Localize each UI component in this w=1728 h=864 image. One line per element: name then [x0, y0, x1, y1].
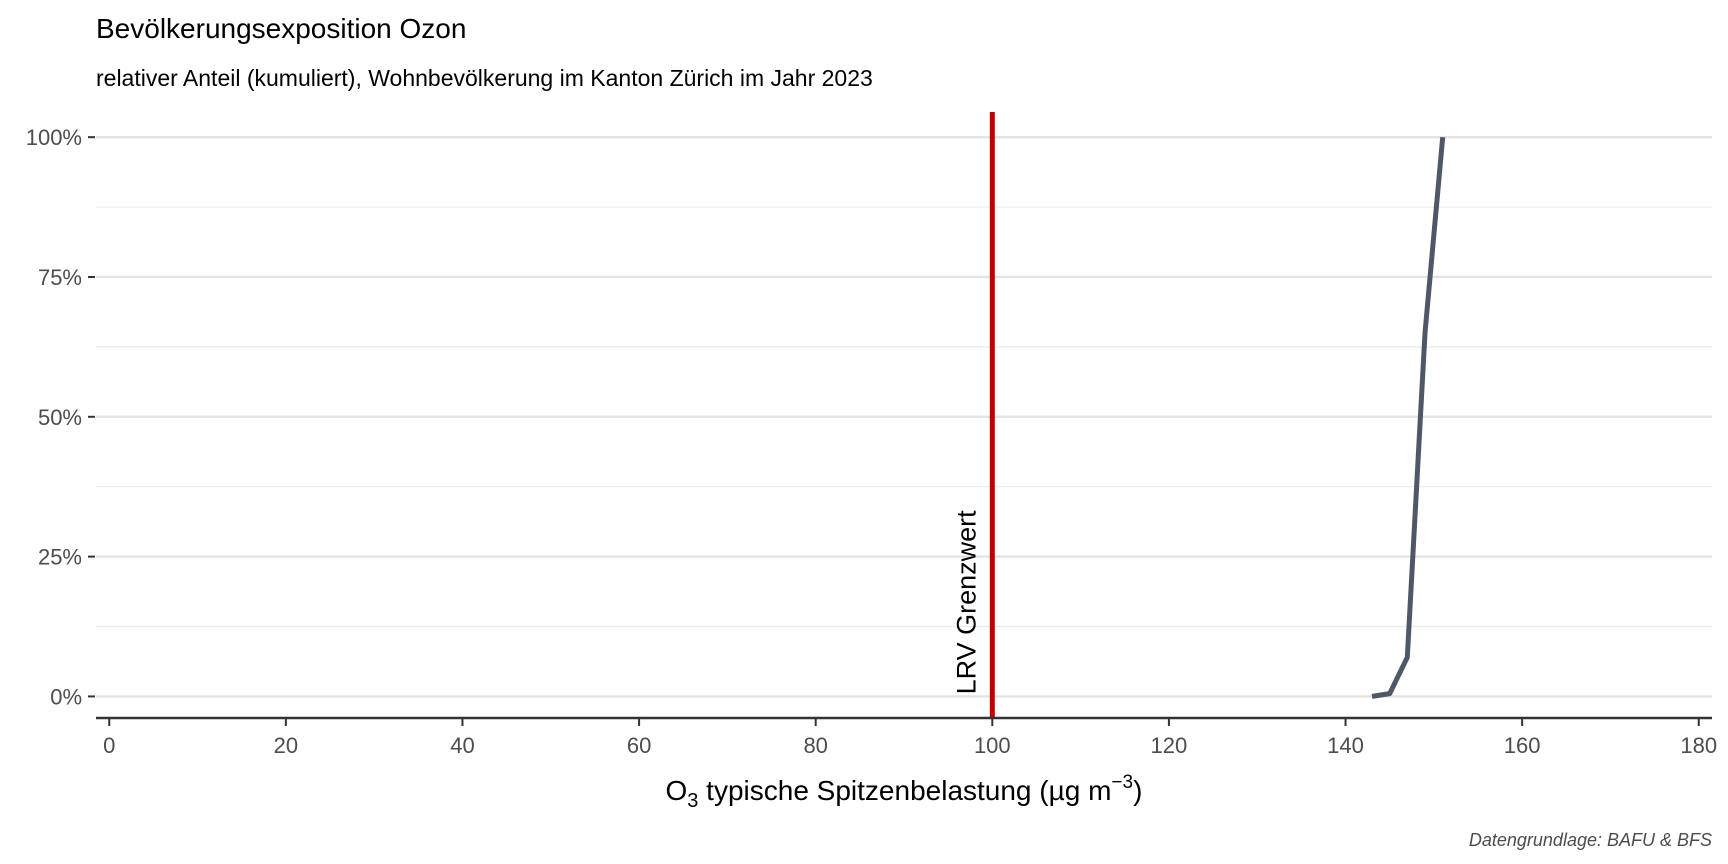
x-tick-label: 0	[103, 733, 115, 758]
chart-title: Bevölkerungsexposition Ozon	[96, 13, 466, 44]
x-tick-label: 40	[450, 733, 474, 758]
x-tick-label: 120	[1151, 733, 1188, 758]
x-axis-title: O3 typische Spitzenbelastung (µg m−3)	[666, 772, 1143, 812]
x-tick-label: 20	[274, 733, 298, 758]
chart-subtitle: relativer Anteil (kumuliert), Wohnbevölk…	[96, 65, 873, 91]
y-tick-label: 75%	[38, 265, 82, 290]
x-tick-label: 60	[627, 733, 651, 758]
reference-line-label: LRV Grenzwert	[951, 510, 981, 695]
x-axis-title-subscript: 3	[687, 790, 698, 812]
chart-caption: Datengrundlage: BAFU & BFS	[1469, 830, 1712, 850]
x-axis: 0 20 40 60 80 100 120 140 160 180	[96, 716, 1717, 758]
x-tick-label: 100	[974, 733, 1011, 758]
y-tick-label: 50%	[38, 405, 82, 430]
grid-layer	[96, 135, 1712, 698]
x-tick-label: 140	[1327, 733, 1364, 758]
y-axis: 0% 25% 50% 75% 100%	[26, 125, 95, 709]
y-tick-label: 25%	[38, 545, 82, 570]
x-axis-title-main: O	[666, 775, 688, 806]
x-axis-title-superscript: −3	[1111, 772, 1133, 793]
x-axis-title-close: )	[1133, 775, 1142, 806]
x-tick-label: 80	[803, 733, 827, 758]
x-tick-label: 160	[1504, 733, 1541, 758]
y-tick-label: 0%	[50, 684, 82, 709]
reference-line-group: LRV Grenzwert	[951, 112, 995, 717]
x-tick-label: 180	[1680, 733, 1717, 758]
y-tick-label: 100%	[26, 125, 82, 150]
x-axis-title-rest: typische Spitzenbelastung (µg m	[698, 775, 1111, 806]
series-layer	[1371, 136, 1446, 699]
